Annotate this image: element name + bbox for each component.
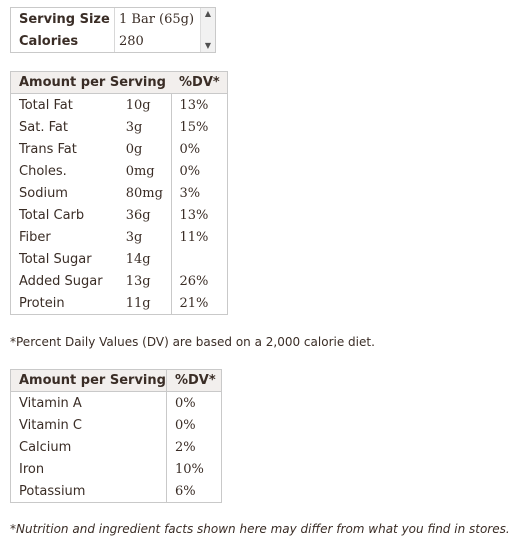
serving-info-box: Serving Size 1 Bar (65g) Calories 280 ▲ …	[10, 7, 216, 53]
nutrient-amount: 3g	[118, 226, 172, 248]
vitamin-table: Amount per Serving %DV* Vitamin A 0% Vitam…	[10, 369, 222, 503]
nutrient-name: Vitamin C	[10, 414, 167, 436]
nutrient-name: Sodium	[19, 185, 68, 201]
nutrient-dv: 0%	[166, 414, 222, 436]
nutrient-dv	[171, 248, 228, 270]
table-row: Added Sugar 13g 26%	[11, 270, 228, 292]
table-row: Total Sugar 14g	[11, 248, 228, 270]
table-row: Protein 11g 21%	[11, 292, 228, 315]
calories-label: Calories	[19, 34, 79, 49]
scroll-down-icon[interactable]: ▼	[204, 41, 212, 50]
table-header-row: Amount per Serving %DV*	[10, 369, 222, 392]
table-header-row: Amount per Serving %DV*	[10, 71, 228, 94]
table-row: Potassium 6%	[10, 480, 222, 503]
nutrient-dv: 0%	[171, 138, 228, 160]
nutrient-amount: 13g	[118, 270, 172, 292]
nutrient-amount: 3g	[118, 116, 172, 138]
nutrient-dv: 6%	[166, 480, 222, 503]
nutrient-name: Choles.	[19, 163, 67, 179]
dv-header: %DV*	[171, 71, 228, 94]
nutrient-name: Potassium	[10, 480, 167, 503]
nutrient-dv: 0%	[171, 160, 228, 182]
table-row: Sodium 80mg 3%	[11, 182, 228, 204]
nutrient-amount: 80mg	[118, 182, 172, 204]
table-row: Vitamin A 0%	[10, 391, 222, 414]
amount-header: Amount per Serving	[10, 369, 167, 392]
macronutrient-table: Amount per Serving %DV* Total Fat 10g 13% S…	[10, 71, 228, 315]
nutrient-name: Total Sugar	[19, 251, 92, 267]
nutrient-name: Total Fat	[19, 97, 73, 113]
table-row: Fiber 3g 11%	[11, 226, 228, 248]
table-row: Trans Fat 0g 0%	[11, 138, 228, 160]
nutrient-name: Iron	[10, 458, 167, 480]
nutrient-name: Sat. Fat	[19, 119, 68, 135]
nutrient-name: Vitamin A	[10, 391, 167, 414]
nutrient-dv: 11%	[171, 226, 228, 248]
nutrient-dv: 13%	[171, 93, 228, 116]
serving-size-value: 1 Bar (65g)	[119, 12, 195, 27]
amount-header: Amount per Serving	[10, 71, 171, 94]
nutrient-dv: 0%	[166, 391, 222, 414]
nutrient-amount: 10g	[118, 93, 172, 116]
scroll-up-icon[interactable]: ▲	[204, 9, 212, 18]
nutrient-dv: 21%	[171, 292, 228, 315]
nutrient-amount: 0g	[118, 138, 172, 160]
nutrient-amount: 0mg	[118, 160, 172, 182]
nutrient-amount: 36g	[118, 204, 172, 226]
calories-value: 280	[119, 34, 144, 49]
nutrient-name: Trans Fat	[19, 141, 77, 157]
nutrient-dv: 13%	[171, 204, 228, 226]
nutrient-name: Total Carb	[19, 207, 85, 223]
nutrient-name: Fiber	[19, 229, 51, 245]
serving-scrollbar[interactable]: ▲ ▼	[200, 8, 215, 52]
table-row: Iron 10%	[10, 458, 222, 480]
nutrient-name: Protein	[19, 295, 65, 311]
table-row: Total Carb 36g 13%	[11, 204, 228, 226]
nutrient-name: Added Sugar	[19, 273, 103, 289]
nutrient-dv: 3%	[171, 182, 228, 204]
table-row: Sat. Fat 3g 15%	[11, 116, 228, 138]
nutrient-dv: 2%	[166, 436, 222, 458]
serving-size-label: Serving Size	[19, 12, 110, 27]
nutrient-dv: 15%	[171, 116, 228, 138]
nutrient-amount: 11g	[118, 292, 172, 315]
nutrient-amount: 14g	[118, 248, 172, 270]
dv-header: %DV*	[166, 369, 222, 392]
table-row: Choles. 0mg 0%	[11, 160, 228, 182]
table-row: Total Fat 10g 13%	[11, 93, 228, 116]
disclaimer-text: *Nutrition and ingredient facts shown he…	[10, 522, 512, 536]
column-divider	[114, 8, 115, 52]
nutrient-dv: 10%	[166, 458, 222, 480]
dv-footnote: *Percent Daily Values (DV) are based on …	[10, 335, 375, 349]
table-row: Vitamin C 0%	[10, 414, 222, 436]
nutrient-name: Calcium	[10, 436, 167, 458]
nutrient-dv: 26%	[171, 270, 228, 292]
table-row: Calcium 2%	[10, 436, 222, 458]
